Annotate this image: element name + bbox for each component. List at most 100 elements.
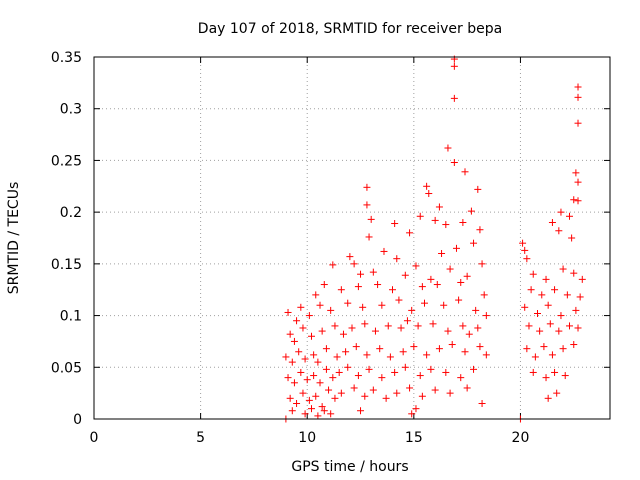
data-point xyxy=(325,386,333,394)
data-point xyxy=(420,299,428,307)
data-point xyxy=(320,407,328,415)
data-point xyxy=(401,363,409,371)
x-tick-label: 10 xyxy=(298,430,316,446)
data-point xyxy=(357,407,365,415)
data-point xyxy=(305,312,313,320)
data-point xyxy=(548,351,556,359)
data-point xyxy=(570,269,578,277)
data-point xyxy=(574,197,582,205)
y-tick-label: 0.05 xyxy=(51,360,82,376)
data-point xyxy=(574,119,582,127)
data-point xyxy=(342,348,350,356)
data-point xyxy=(401,271,409,279)
data-point xyxy=(542,374,550,382)
data-point xyxy=(565,322,573,330)
data-point xyxy=(380,247,388,255)
data-point xyxy=(361,320,369,328)
data-point xyxy=(410,343,418,351)
data-point xyxy=(312,291,320,299)
data-point xyxy=(474,185,482,193)
data-point xyxy=(551,368,559,376)
data-point xyxy=(478,260,486,268)
data-point xyxy=(459,218,467,226)
data-point xyxy=(531,353,539,361)
data-point xyxy=(536,327,544,335)
data-point xyxy=(470,365,478,373)
data-point xyxy=(470,239,478,247)
data-point xyxy=(431,216,439,224)
data-point xyxy=(365,365,373,373)
y-tick-label: 0.1 xyxy=(60,309,82,325)
data-point xyxy=(408,306,416,314)
data-point xyxy=(457,278,465,286)
data-point xyxy=(450,94,458,102)
y-tick-label: 0.2 xyxy=(60,205,82,221)
x-tick-label: 0 xyxy=(90,430,99,446)
data-point xyxy=(570,341,578,349)
data-point xyxy=(529,270,537,278)
data-point xyxy=(559,345,567,353)
data-point xyxy=(555,227,563,235)
data-point xyxy=(461,348,469,356)
data-point xyxy=(399,348,407,356)
data-point xyxy=(346,253,354,261)
data-point xyxy=(378,301,386,309)
data-point xyxy=(290,379,298,387)
data-point xyxy=(337,286,345,294)
data-point xyxy=(555,327,563,335)
data-point xyxy=(523,255,531,263)
data-point xyxy=(327,410,335,418)
data-point xyxy=(327,306,335,314)
data-point xyxy=(310,351,318,359)
data-point xyxy=(534,310,542,318)
data-point xyxy=(574,324,582,332)
data-point xyxy=(382,394,390,402)
data-point xyxy=(301,355,309,363)
data-point xyxy=(476,226,484,234)
data-point xyxy=(357,270,365,278)
data-point xyxy=(318,327,326,335)
data-point xyxy=(416,212,424,220)
data-point xyxy=(572,306,580,314)
data-point xyxy=(574,93,582,101)
data-point xyxy=(369,386,377,394)
y-tick-label: 0.3 xyxy=(60,102,82,118)
data-point xyxy=(519,239,527,247)
grid xyxy=(94,57,610,419)
data-point xyxy=(305,396,313,404)
data-point xyxy=(295,348,303,356)
data-point xyxy=(435,345,443,353)
data-point xyxy=(320,281,328,289)
data-point xyxy=(572,169,580,177)
data-point xyxy=(297,368,305,376)
data-point xyxy=(461,168,469,176)
data-point xyxy=(352,343,360,351)
data-point xyxy=(576,293,584,301)
data-point xyxy=(322,345,330,353)
data-point xyxy=(331,394,339,402)
data-point xyxy=(406,229,414,237)
data-point xyxy=(393,255,401,263)
data-point xyxy=(521,246,529,254)
x-tick-label: 5 xyxy=(196,430,205,446)
data-point xyxy=(444,144,452,152)
data-point xyxy=(316,301,324,309)
data-point xyxy=(408,410,416,418)
data-point xyxy=(467,207,475,215)
data-point xyxy=(363,201,371,209)
data-point xyxy=(561,372,569,380)
data-point xyxy=(354,372,362,380)
data-point xyxy=(371,327,379,335)
data-point xyxy=(559,265,567,273)
data-point xyxy=(570,196,578,204)
data-point xyxy=(339,330,347,338)
data-point xyxy=(557,312,565,320)
data-point xyxy=(440,301,448,309)
data-point xyxy=(301,410,309,418)
data-point xyxy=(463,272,471,280)
data-point xyxy=(293,317,301,325)
x-tick-label: 15 xyxy=(405,430,423,446)
data-point xyxy=(446,389,454,397)
data-point xyxy=(412,405,420,413)
data-point xyxy=(563,291,571,299)
